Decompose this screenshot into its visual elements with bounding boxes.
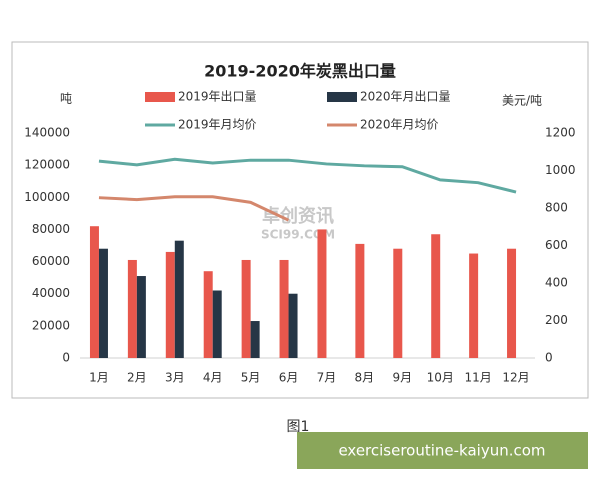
y-tick-label: 100000 [24,190,70,204]
y-axis-label: 吨 [60,92,72,106]
y2-tick-label: 200 [545,313,568,327]
bar [431,234,441,358]
legend-label: 2020年月出口量 [360,90,451,104]
y2-tick-label: 800 [545,201,568,215]
x-tick-label: 4月 [203,371,223,385]
bar [127,259,137,358]
chart-title: 2019-2020年炭黑出口量 [204,62,396,81]
legend-label: 2020年月均价 [360,118,439,132]
bar [203,271,213,358]
y-tick-label: 60000 [32,254,70,268]
y-tick-label: 20000 [32,318,70,332]
y2-tick-label: 1200 [545,126,576,140]
bar [89,226,99,358]
watermark: SCI99.COM [261,228,335,242]
legend-label: 2019年月均价 [178,118,257,132]
y-tick-label: 0 [62,351,70,365]
x-tick-label: 3月 [165,371,185,385]
bar [250,321,260,358]
bar [165,251,175,358]
line [98,157,517,194]
legend-swatch [145,92,175,102]
watermark: 卓创资讯 [262,205,334,227]
y-tick-label: 80000 [32,222,70,236]
bar [393,248,403,358]
y2-tick-label: 600 [545,238,568,252]
x-tick-label: 10月 [427,371,454,385]
y2-tick-label: 400 [545,276,568,290]
bar [507,248,517,358]
x-tick-label: 8月 [355,371,375,385]
chart-frame [11,41,589,399]
x-tick-label: 1月 [89,371,109,385]
bar [241,259,251,358]
bar [288,293,298,358]
bar [279,259,289,358]
bar [355,243,365,358]
bar [212,290,222,358]
y-tick-label: 140000 [24,126,70,140]
bar [174,240,184,358]
bar [98,248,108,358]
x-tick-label: 6月 [279,371,299,385]
bar [136,276,146,358]
y2-tick-label: 1000 [545,163,576,177]
y2-axis-label: 美元/吨 [502,94,542,108]
x-tick-label: 5月 [241,371,261,385]
legend-swatch [327,92,357,102]
x-tick-label: 11月 [464,371,491,385]
y-tick-label: 120000 [24,158,70,172]
banner-text: exerciseroutine-kaiyun.com [338,442,545,460]
bar [469,253,479,358]
caption: 图1 [287,419,310,435]
x-tick-label: 7月 [317,371,337,385]
x-tick-label: 2月 [127,371,147,385]
y2-tick-label: 0 [545,351,553,365]
x-tick-label: 12月 [502,371,529,385]
x-tick-label: 9月 [392,371,412,385]
legend-label: 2019年出口量 [178,90,257,104]
line [98,195,290,222]
bar [317,229,327,358]
y-tick-label: 40000 [32,286,70,300]
banner-bg [297,432,588,469]
